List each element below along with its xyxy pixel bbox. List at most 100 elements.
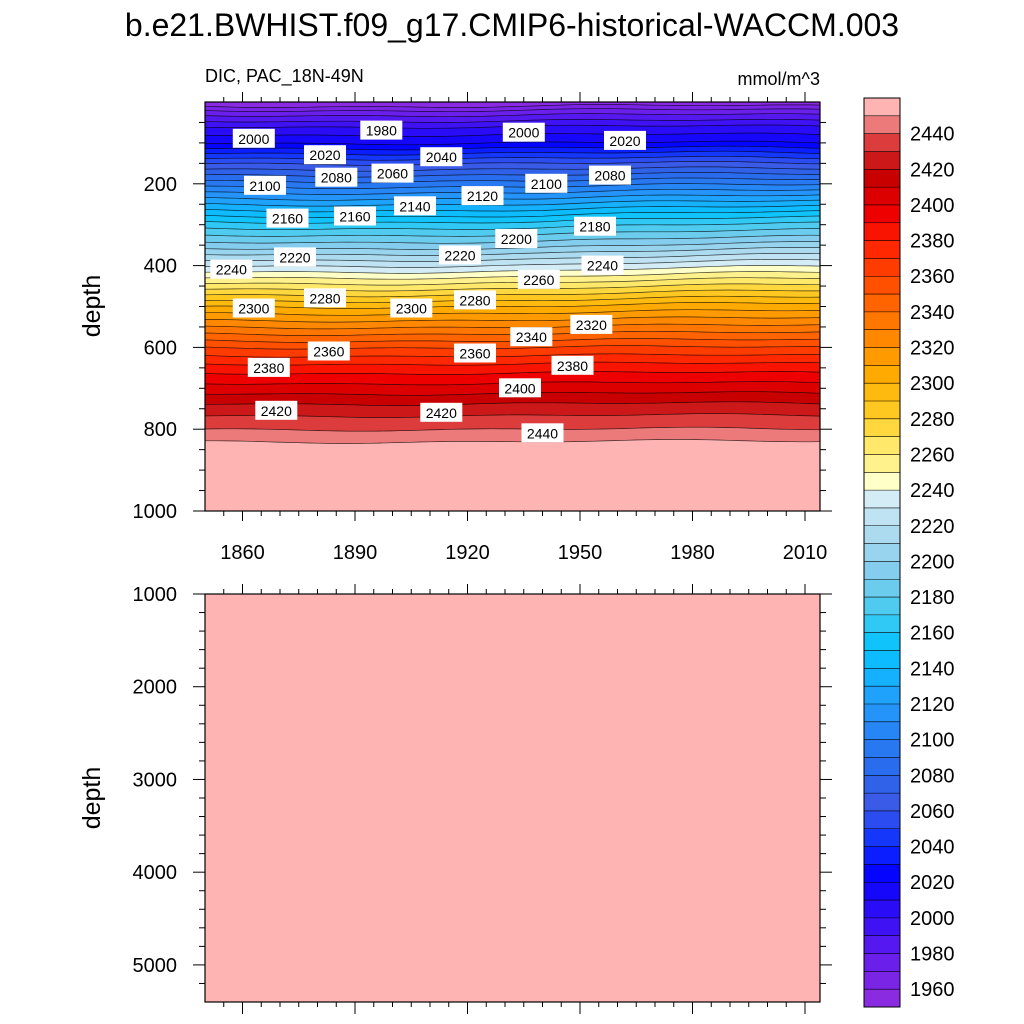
- upper-contour-label: 2040: [420, 147, 463, 167]
- contour-label-text: 2240: [216, 262, 247, 278]
- colorbar-box: [864, 187, 900, 206]
- figure-title: b.e21.BWHIST.f09_g17.CMIP6-historical-WA…: [125, 7, 899, 43]
- upper-contour-label: 2000: [232, 128, 275, 148]
- colorbar-box: [864, 311, 900, 331]
- colorbar-label: 2080: [910, 765, 955, 787]
- upper-contour-line: [205, 277, 820, 286]
- contour-label-box: [304, 145, 346, 165]
- contour-label-box: [517, 269, 560, 289]
- colorbar-box: [864, 917, 900, 937]
- contour-label-box: [574, 216, 616, 236]
- lower-y-tick-label: 2000: [133, 677, 178, 699]
- upper-contour-line: [205, 426, 820, 432]
- colorbar: 1960 1980 2000 2020 2040 2060 2080 2100 2120 2140…: [863, 97, 955, 1008]
- upper-contour-label: 2020: [604, 130, 646, 150]
- upper-contour-label: 2020: [304, 145, 346, 165]
- contour-label-text: 2000: [238, 131, 269, 147]
- contour-label-box: [210, 259, 253, 279]
- x-tick-label: 2010: [783, 542, 828, 564]
- contour-label-box: [495, 229, 538, 248]
- contour-label-text: 2220: [444, 247, 475, 263]
- colorbar-box: [864, 704, 900, 723]
- upper-contour-line: [205, 371, 820, 375]
- contour-label-box: [499, 378, 541, 398]
- contour-label-text: 2200: [501, 231, 532, 247]
- contour-label-text: 2160: [272, 211, 303, 227]
- upper-contour-line: [205, 188, 820, 195]
- colorbar-box: [864, 953, 900, 972]
- colorbar-label: 2220: [910, 516, 955, 538]
- contour-label-box: [232, 128, 275, 148]
- y-tick-label: 400: [144, 256, 177, 278]
- upper-contour-label: 2240: [210, 259, 253, 279]
- upper-contour-label: 2380: [247, 357, 290, 377]
- colorbar-label: 2280: [910, 409, 955, 431]
- colorbar-box: [864, 650, 900, 669]
- upper-contour-label: 2300: [390, 298, 433, 318]
- colorbar-box: [864, 614, 900, 634]
- upper-contour-label: 2420: [255, 400, 298, 420]
- contour-label-box: [581, 255, 624, 275]
- upper-contour-label: 2080: [589, 165, 631, 185]
- contour-label-box: [255, 400, 298, 420]
- upper-contour-line: [205, 439, 820, 444]
- upper-contour-line: [205, 194, 820, 201]
- contour-label-text: 2160: [339, 209, 370, 225]
- upper-contour-label: 2280: [454, 290, 496, 310]
- colorbar-box: [864, 543, 900, 562]
- upper-contour-label: 2380: [551, 355, 594, 375]
- upper-contour-label: 2100: [525, 173, 568, 193]
- colorbar-box: [864, 258, 900, 277]
- upper-contour-label: 2360: [307, 341, 350, 361]
- colorbar-box: [864, 222, 900, 241]
- upper-contour-label: 2240: [581, 255, 624, 275]
- colorbar-label: 2320: [910, 338, 955, 360]
- colorbar-box: [864, 98, 900, 117]
- contour-label-box: [604, 130, 646, 150]
- contour-label-text: 2140: [399, 198, 430, 214]
- lower-y-tick-label: 3000: [133, 769, 178, 791]
- upper-contour-line: [205, 108, 820, 113]
- contour-label-text: 2360: [459, 346, 490, 362]
- colorbar-label: 2440: [910, 124, 955, 146]
- y-tick-label: 200: [144, 174, 177, 196]
- contour-label-text: 2420: [426, 405, 457, 421]
- lower-contour-fill: [205, 594, 820, 1002]
- upper-contour-line: [205, 221, 820, 231]
- contour-label-text: 2380: [253, 360, 284, 376]
- upper-contour-labels: 2000 1980 2000 2020 2020 2040 2060 2080 2080 2100…: [210, 120, 646, 443]
- contour-label-box: [461, 186, 504, 206]
- contour-label-box: [525, 173, 568, 193]
- contour-label-text: 2320: [576, 317, 607, 333]
- contour-label-text: 2420: [261, 403, 292, 419]
- colorbar-label: 2180: [910, 587, 955, 609]
- colorbar-label: 2260: [910, 445, 955, 467]
- colorbar-box: [864, 418, 900, 438]
- upper-contour-label: 2080: [315, 167, 358, 187]
- colorbar-label: 2360: [910, 266, 955, 288]
- contour-label-box: [266, 208, 309, 228]
- contour-label-text: 2000: [508, 125, 539, 141]
- y-tick-label: 1000: [133, 501, 178, 523]
- upper-contour-label: 2400: [499, 378, 541, 398]
- upper-contour-line: [205, 113, 820, 118]
- colorbar-box: [864, 757, 900, 776]
- contour-label-text: 2280: [309, 290, 340, 306]
- contour-label-text: 1980: [366, 123, 397, 139]
- x-tick-label: 1860: [220, 542, 265, 564]
- upper-contour-label: 2120: [461, 186, 504, 206]
- colorbar-box: [864, 294, 900, 313]
- contour-label-box: [244, 175, 286, 195]
- colorbar-box: [864, 383, 900, 402]
- contour-label-box: [589, 165, 631, 185]
- contour-label-box: [420, 402, 463, 422]
- colorbar-box: [864, 721, 900, 741]
- contour-label-text: 2100: [531, 176, 562, 192]
- contour-label-box: [371, 163, 414, 183]
- colorbar-label: 2000: [910, 908, 955, 930]
- contour-label-text: 2240: [587, 258, 618, 274]
- upper-contour-line: [205, 309, 820, 316]
- contour-label-text: 2220: [279, 249, 310, 265]
- upper-contour-line: [205, 353, 820, 358]
- panel-units-label: mmol/m^3: [738, 69, 820, 89]
